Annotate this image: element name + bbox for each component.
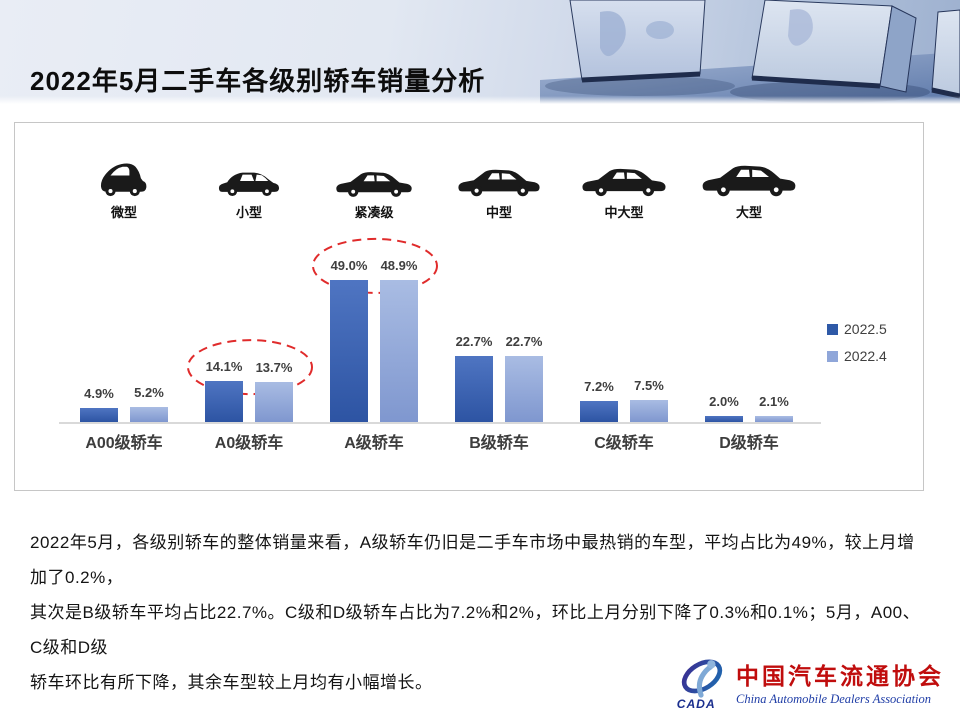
- cada-acronym: CADA: [677, 697, 716, 711]
- logo-name-en: China Automobile Dealers Association: [736, 692, 932, 706]
- value-label: 22.7%: [505, 334, 543, 349]
- vehicle-type-label: 大型: [735, 205, 762, 220]
- value-label: 7.5%: [634, 378, 664, 393]
- summary-line: 轿车环比有所下降，其余车型较上月均有小幅增长。: [30, 673, 433, 692]
- bar-2022.4-B级轿车: [505, 356, 543, 422]
- value-label: 49.0%: [330, 258, 368, 273]
- bar-2022.4-A00级轿车: [130, 407, 168, 422]
- bar-2022.4-A0级轿车: [255, 382, 293, 422]
- vehicle-type-label: 小型: [235, 205, 262, 220]
- summary-line: 其次是B级轿车平均占比22.7%。C级和D级轿车占比为7.2%和2%，环比上月分…: [30, 603, 921, 657]
- legend-item-2022-4: 2022.4: [827, 348, 887, 364]
- value-label: 2.1%: [759, 394, 789, 409]
- vehicle-type-5: 中大型: [564, 137, 684, 221]
- sedan-icon: [689, 137, 809, 197]
- sedan-icon: [564, 137, 684, 197]
- chart-baseline: [59, 422, 821, 424]
- vehicle-type-2: 小型: [189, 137, 309, 221]
- bar-2022.5-D级轿车: [705, 416, 743, 422]
- vehicle-type-label: 中大型: [604, 205, 644, 220]
- cada-emblem-icon: CADA: [677, 659, 723, 711]
- value-label: 48.9%: [380, 258, 418, 273]
- bar-2022.5-A00级轿车: [80, 408, 118, 422]
- value-label: 22.7%: [455, 334, 493, 349]
- axis-category-label: B级轿车: [469, 435, 529, 452]
- value-label: 7.2%: [584, 379, 614, 394]
- bar-2022.5-B级轿车: [455, 356, 493, 422]
- hatchback-icon: [189, 137, 309, 197]
- header-cubes-graphic: [540, 0, 960, 104]
- chart-legend: 2022.5 2022.4: [827, 321, 887, 375]
- legend-label: 2022.4: [844, 348, 887, 364]
- microcar-icon: [64, 137, 184, 197]
- bar-2022.5-A0级轿车: [205, 381, 243, 422]
- axis-category-label: A00级轿车: [85, 435, 163, 452]
- logo-name-cn: 中国汽车流通协会: [736, 664, 944, 689]
- sedan-icon: [314, 137, 434, 197]
- vehicle-type-label: 中型: [485, 205, 512, 220]
- axis-category-label: A0级轿车: [214, 435, 284, 452]
- bar-2022.4-A级轿车: [380, 280, 418, 422]
- vehicle-type-4: 中型: [439, 137, 559, 221]
- value-label: 5.2%: [134, 385, 164, 400]
- vehicle-type-3: 紧凑级: [314, 137, 434, 221]
- summary-text: 2022年5月，各级别轿车的整体销量来看，A级轿车仍旧是二手车市场中最热销的车型…: [30, 525, 932, 700]
- legend-item-2022-5: 2022.5: [827, 321, 887, 337]
- vehicle-type-label: 紧凑级: [354, 205, 394, 220]
- legend-swatch-dark: [827, 323, 838, 335]
- logo-text: 中国汽车流通协会 China Automobile Dealers Associ…: [736, 657, 944, 707]
- bar-2022.4-D级轿车: [755, 416, 793, 422]
- slide-header: [0, 0, 960, 104]
- value-label: 14.1%: [205, 359, 243, 374]
- axis-category-label: C级轿车: [594, 435, 654, 452]
- axis-category-label: D级轿车: [719, 435, 779, 452]
- chart-card: 微型 小型 紧凑级 中型 中大型 大型 A00级轿车 4.9% 5.2% A0级轿车 14.1% 1…: [14, 122, 924, 491]
- axis-category-label: A级轿车: [344, 435, 404, 452]
- legend-label: 2022.5: [844, 321, 887, 337]
- vehicle-type-1: 微型: [64, 137, 184, 221]
- value-label: 2.0%: [709, 394, 739, 409]
- bar-chart: A00级轿车 4.9% 5.2% A0级轿车 14.1% 13.7% A级轿车 49.0% 48…: [15, 123, 923, 490]
- legend-swatch-light: [827, 350, 838, 362]
- bar-2022.4-C级轿车: [630, 400, 668, 422]
- page-title: 2022年5月二手车各级别轿车销量分析: [30, 66, 486, 97]
- sedan-icon: [439, 137, 559, 197]
- value-label: 13.7%: [255, 360, 293, 375]
- vehicle-type-label: 微型: [110, 205, 137, 220]
- vehicle-type-6: 大型: [689, 137, 809, 221]
- value-label: 4.9%: [84, 386, 114, 401]
- bar-2022.5-A级轿车: [330, 280, 368, 422]
- summary-line: 2022年5月，各级别轿车的整体销量来看，A级轿车仍旧是二手车市场中最热销的车型…: [30, 533, 915, 587]
- header-fade: [0, 96, 960, 104]
- cada-logo: CADA 中国汽车流通协会 China Automobile Dealers A…: [674, 652, 944, 712]
- bar-2022.5-C级轿车: [580, 401, 618, 422]
